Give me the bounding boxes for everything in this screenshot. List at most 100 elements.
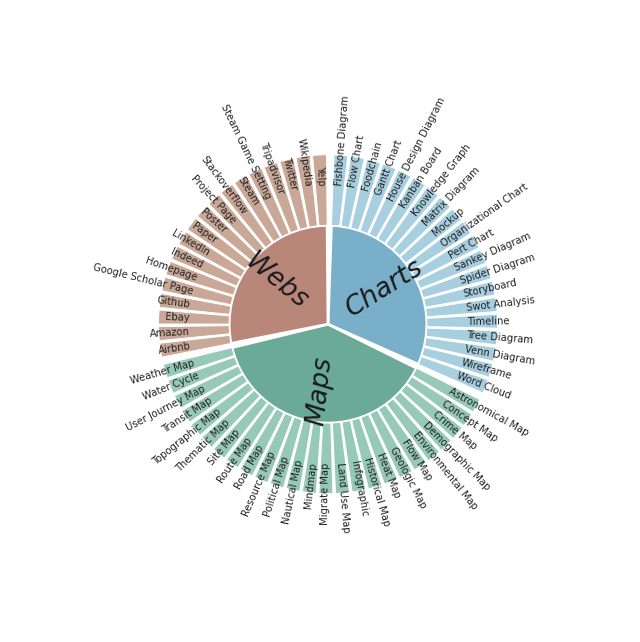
Wedge shape [209, 195, 264, 254]
Wedge shape [197, 205, 257, 261]
Text: Resource Map: Resource Map [241, 450, 278, 518]
Wedge shape [302, 422, 321, 493]
Wedge shape [159, 335, 231, 357]
Text: User Journey Map: User Journey Map [124, 383, 207, 433]
Text: Organizational Chart: Organizational Chart [439, 182, 530, 249]
Wedge shape [360, 164, 396, 234]
Wedge shape [351, 159, 380, 230]
Text: Poster: Poster [198, 207, 228, 235]
Wedge shape [407, 377, 472, 426]
Wedge shape [286, 420, 312, 491]
Wedge shape [234, 175, 280, 242]
Wedge shape [163, 348, 234, 378]
Text: Nautical Map: Nautical Map [281, 459, 304, 525]
Wedge shape [342, 421, 366, 492]
Wedge shape [229, 225, 328, 343]
Wedge shape [420, 265, 492, 298]
Text: Political Map: Political Map [262, 455, 291, 518]
Wedge shape [188, 218, 251, 269]
Text: Steam Game Setting: Steam Game Setting [220, 103, 273, 201]
Text: Route Map: Route Map [215, 436, 253, 485]
Text: Thematic Map: Thematic Map [175, 417, 232, 474]
Text: Fishbone Diagram: Fishbone Diagram [333, 95, 351, 186]
Text: Kanban Board: Kanban Board [399, 145, 445, 210]
Text: Twitter: Twitter [281, 156, 299, 191]
Text: Historical Map: Historical Map [362, 456, 391, 527]
Wedge shape [270, 417, 302, 488]
Wedge shape [406, 221, 471, 271]
Text: Astronomical Map: Astronomical Map [447, 386, 531, 438]
Text: Heat Map: Heat Map [375, 451, 402, 499]
Wedge shape [232, 324, 417, 423]
Text: Flow Map: Flow Map [399, 438, 433, 483]
Text: Road Map: Road Map [233, 444, 266, 491]
Wedge shape [264, 162, 298, 232]
Text: Ebay: Ebay [164, 312, 189, 324]
Wedge shape [341, 156, 364, 228]
Text: Transit Map: Transit Map [161, 395, 214, 435]
Wedge shape [319, 423, 333, 494]
Text: Migrate Map: Migrate Map [321, 463, 332, 525]
Text: Wireframe: Wireframe [460, 358, 513, 381]
Wedge shape [424, 281, 495, 307]
Text: Storyboard: Storyboard [463, 278, 518, 299]
Wedge shape [419, 357, 488, 393]
Text: Concept Map: Concept Map [440, 399, 499, 444]
Text: Tripadvisor: Tripadvisor [258, 141, 285, 195]
Wedge shape [361, 414, 397, 484]
Text: Timeline: Timeline [467, 316, 509, 327]
Text: Word Cloud: Word Cloud [455, 370, 512, 401]
Wedge shape [412, 236, 479, 279]
Wedge shape [351, 418, 382, 489]
Wedge shape [394, 197, 451, 256]
Text: Tree Diagram: Tree Diagram [466, 331, 533, 346]
Text: Mindmap: Mindmap [303, 462, 317, 508]
Wedge shape [240, 409, 284, 476]
Wedge shape [162, 277, 233, 305]
Text: Water Cycle: Water Cycle [141, 371, 201, 403]
Wedge shape [386, 187, 438, 249]
Wedge shape [394, 392, 451, 450]
Text: Crime Map: Crime Map [431, 410, 479, 452]
Wedge shape [168, 357, 237, 394]
Text: Matrix Diagram: Matrix Diagram [420, 164, 482, 227]
Wedge shape [378, 178, 425, 243]
Wedge shape [422, 347, 493, 377]
Wedge shape [296, 156, 317, 227]
Wedge shape [426, 298, 497, 317]
Text: Spider Diagram: Spider Diagram [459, 252, 536, 286]
Text: Flow Chart: Flow Chart [348, 134, 366, 188]
Text: House Design Diagram: House Design Diagram [387, 96, 447, 203]
Text: Foodchain: Foodchain [361, 140, 384, 192]
Text: Weather Map: Weather Map [130, 358, 196, 386]
Text: Airbnb: Airbnb [157, 341, 191, 356]
Text: Geologic Map: Geologic Map [388, 445, 428, 510]
Text: Webs: Webs [239, 248, 312, 315]
Text: Knowledge Graph: Knowledge Graph [410, 143, 473, 218]
Wedge shape [159, 310, 230, 324]
Text: Stackoverflow: Stackoverflow [199, 154, 249, 216]
Wedge shape [387, 399, 439, 461]
Text: Pert Chart: Pert Chart [447, 227, 495, 261]
Text: Land Use Map: Land Use Map [335, 462, 351, 533]
Wedge shape [378, 404, 426, 470]
Text: Github: Github [157, 295, 191, 309]
Wedge shape [249, 168, 289, 237]
Wedge shape [369, 170, 411, 238]
Wedge shape [312, 155, 327, 226]
Wedge shape [370, 410, 412, 478]
Wedge shape [214, 397, 268, 458]
Text: Steam: Steam [236, 175, 260, 208]
Wedge shape [172, 246, 240, 286]
Wedge shape [401, 209, 461, 263]
Text: Topographic Map: Topographic Map [150, 407, 223, 467]
Wedge shape [426, 328, 497, 345]
Text: LinkedIn: LinkedIn [170, 228, 211, 257]
Text: Venn Diagram: Venn Diagram [464, 344, 536, 367]
Text: Swot Analysis: Swot Analysis [465, 295, 535, 313]
Wedge shape [227, 403, 275, 468]
Text: Demographic Map: Demographic Map [422, 420, 492, 492]
Wedge shape [427, 314, 497, 328]
Wedge shape [159, 293, 231, 315]
Wedge shape [179, 232, 245, 277]
